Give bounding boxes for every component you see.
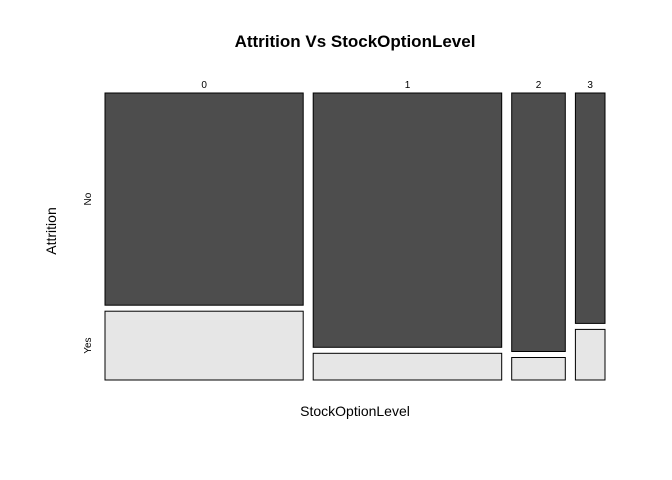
chart-title: Attrition Vs StockOptionLevel bbox=[235, 32, 476, 51]
y-tick-labels: No Yes bbox=[83, 192, 94, 353]
tile-0-no bbox=[104, 92, 304, 306]
x-tick-label: 1 bbox=[405, 80, 411, 91]
tile-2-no bbox=[511, 92, 566, 352]
x-tick-label: 2 bbox=[536, 80, 542, 91]
tile-3-yes bbox=[574, 328, 606, 381]
x-tick-label: 0 bbox=[201, 80, 207, 91]
tile-1-yes bbox=[312, 352, 503, 381]
mosaic-tiles bbox=[104, 92, 606, 381]
tile-1-no bbox=[312, 92, 503, 348]
y-axis-label: Attrition bbox=[43, 207, 59, 254]
tile-2-yes bbox=[511, 357, 566, 381]
tile-0-yes bbox=[104, 310, 304, 381]
y-tick-label: Yes bbox=[83, 337, 94, 353]
y-tick-label: No bbox=[83, 192, 94, 205]
x-tick-label: 3 bbox=[587, 80, 593, 91]
tile-3-no bbox=[574, 92, 606, 324]
x-tick-labels: 0 1 2 3 bbox=[201, 80, 593, 91]
x-axis-label: StockOptionLevel bbox=[300, 403, 410, 419]
